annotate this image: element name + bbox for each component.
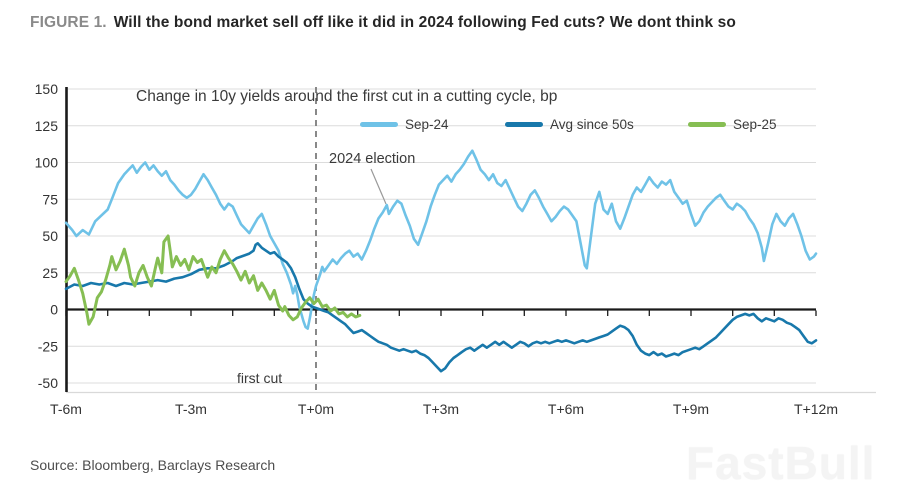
figure-title-text: Will the bond market sell off like it di…	[113, 14, 736, 31]
series-line-sep-24	[64, 149, 818, 330]
y-axis-tick-label: 100	[35, 155, 59, 171]
x-axis-tick-label: T+3m	[423, 401, 459, 417]
fastbull-watermark: FastBull	[686, 437, 876, 489]
page-title: FIGURE 1. Will the bond market sell off l…	[30, 14, 736, 32]
x-axis-tick-label: T-3m	[175, 401, 207, 417]
election-pointer-line	[370, 168, 387, 205]
sep-25-line-swatch-icon	[688, 122, 726, 127]
legend-item-sep-24: Sep-24	[360, 117, 449, 132]
legend-label-avg-since-50s: Avg since 50s	[550, 117, 634, 132]
avg-since-50s-line-swatch-icon	[505, 122, 543, 127]
legend-label-sep-24: Sep-24	[405, 117, 449, 132]
x-axis-tick-label: T+6m	[548, 401, 584, 417]
annotation-first-cut: first cut	[237, 370, 283, 386]
series-line-sep-25	[64, 234, 362, 326]
sep-24-line-swatch-icon	[360, 122, 398, 127]
x-axis-tick-label: T+12m	[794, 401, 838, 417]
y-axis-tick-label: -25	[38, 338, 58, 354]
y-axis-tick-label: 125	[35, 118, 59, 134]
x-axis-tick-label: T+0m	[298, 401, 334, 417]
y-axis-tick-label: 0	[50, 302, 58, 318]
x-axis-tick-label: T-6m	[50, 401, 82, 417]
series-line-avg-since-50s	[64, 242, 818, 373]
legend-item-avg-since-50s: Avg since 50s	[505, 117, 634, 132]
legend-item-sep-25: Sep-25	[688, 117, 777, 132]
source-note: Source: Bloomberg, Barclays Research	[30, 457, 276, 473]
annotation-2024-election: 2024 election	[329, 151, 416, 167]
legend-label-sep-25: Sep-25	[733, 117, 777, 132]
chart-subtitle: Change in 10y yields around the first cu…	[136, 88, 558, 105]
x-axis-tick-label: T+9m	[673, 401, 709, 417]
figure-label: FIGURE 1.	[30, 14, 107, 31]
y-axis-tick-label: -50	[38, 375, 58, 391]
y-axis-tick-label: 150	[35, 81, 59, 97]
y-axis-tick-label: 25	[42, 265, 58, 281]
y-axis-tick-label: 50	[42, 228, 58, 244]
y-axis-tick-label: 75	[42, 191, 58, 207]
